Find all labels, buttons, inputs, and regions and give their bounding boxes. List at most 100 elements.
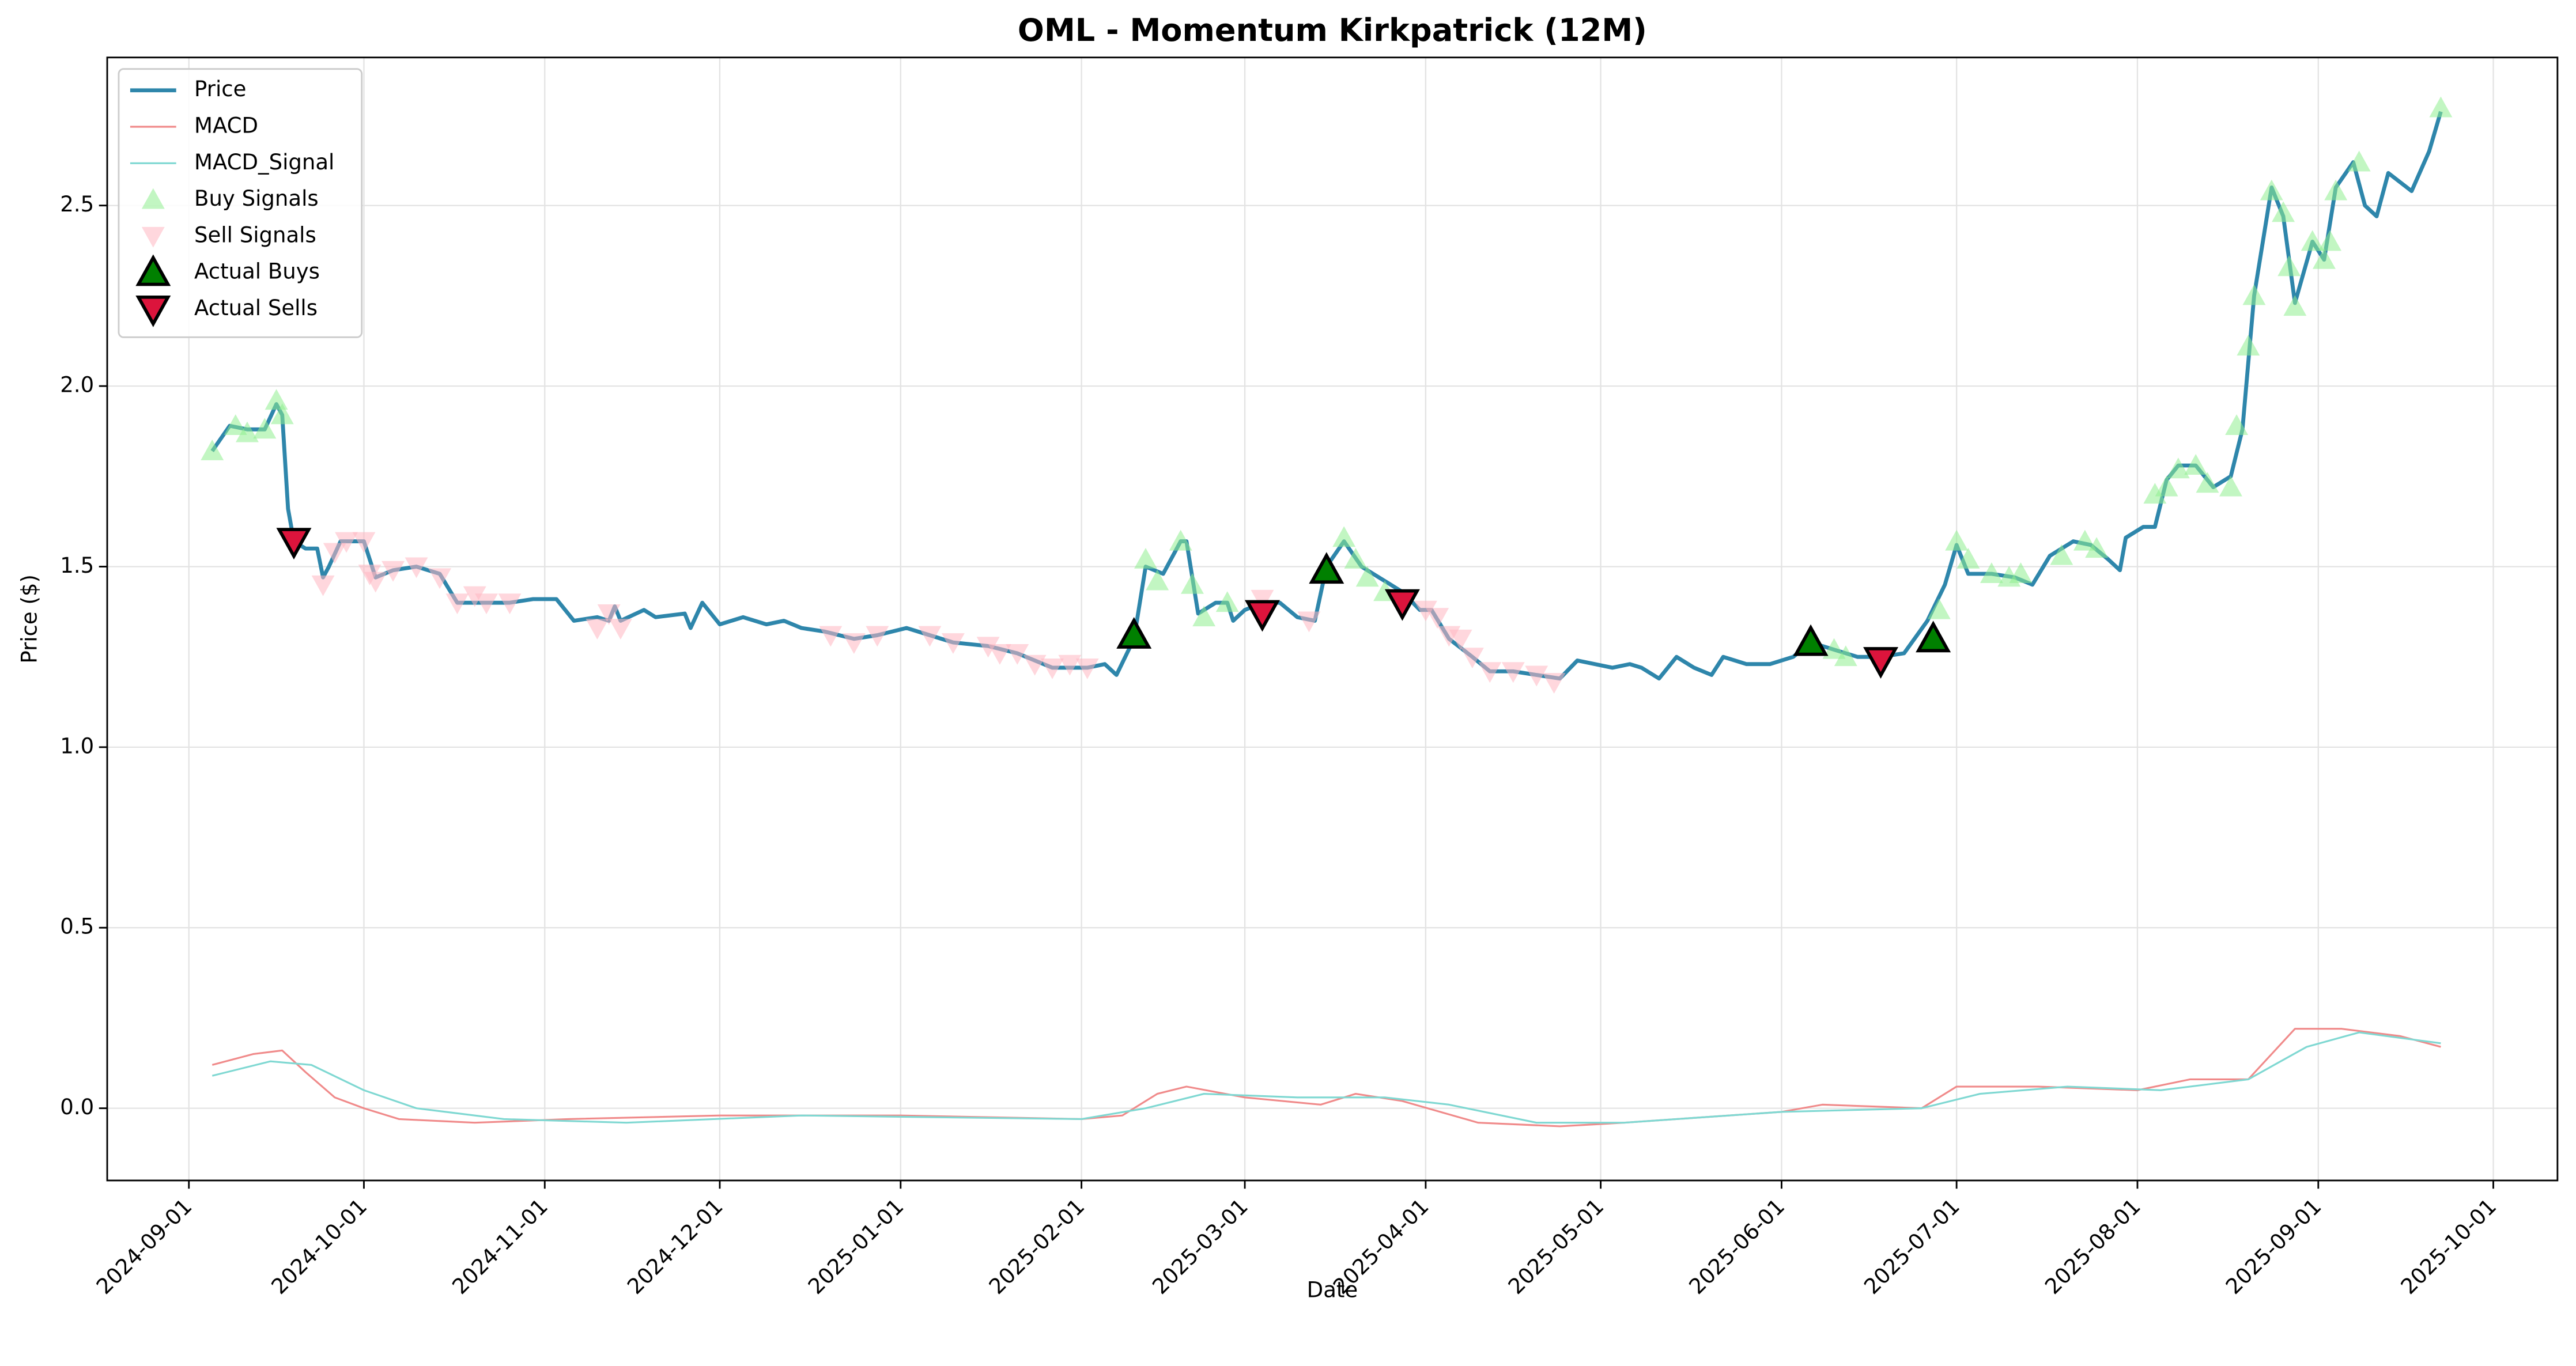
signal-marker xyxy=(1916,620,1951,653)
legend-label: Actual Buys xyxy=(194,259,320,284)
y-tick-label: 1.5 xyxy=(60,553,94,578)
signal-marker xyxy=(597,604,621,625)
signal-marker xyxy=(2225,414,2249,435)
signal-marker xyxy=(1945,529,1969,551)
signal-marker xyxy=(1041,659,1064,679)
signal-marker xyxy=(2277,255,2301,277)
signal-marker xyxy=(1215,591,1239,612)
signal-marker xyxy=(382,561,405,582)
signal-marker xyxy=(335,532,358,553)
signal-marker xyxy=(1449,629,1472,650)
legend-marker xyxy=(135,254,171,286)
signal-marker xyxy=(2283,295,2307,316)
signal-marker xyxy=(2073,529,2097,551)
signal-marker xyxy=(842,633,866,654)
signal-marker xyxy=(976,637,1000,658)
signal-marker xyxy=(475,593,498,615)
y-tick-label: 2.0 xyxy=(60,373,94,398)
signal-marker xyxy=(1134,547,1157,569)
signal-marker xyxy=(224,414,247,435)
signal-marker xyxy=(1460,648,1484,669)
signal-marker xyxy=(1834,645,1857,667)
signal-marker xyxy=(1116,617,1152,649)
signal-marker xyxy=(988,644,1011,665)
signal-marker xyxy=(609,619,632,640)
legend-marker xyxy=(141,188,165,209)
signal-marker xyxy=(1822,638,1846,659)
legend-label: MACD xyxy=(194,113,258,138)
signal-marker xyxy=(405,557,428,578)
legend-label: Actual Sells xyxy=(194,296,318,320)
legend-box xyxy=(118,68,363,338)
signal-marker xyxy=(1192,606,1216,627)
signal-marker xyxy=(1297,611,1321,633)
signal-marker xyxy=(2184,454,2208,475)
y-tick-label: 2.5 xyxy=(60,192,94,217)
signal-marker xyxy=(1075,659,1099,679)
line-series xyxy=(210,111,2443,681)
y-axis-label: Price ($) xyxy=(17,574,41,664)
y-tick-label: 1.0 xyxy=(60,733,94,758)
signal-marker xyxy=(2242,284,2266,305)
signal-marker xyxy=(2318,230,2341,251)
signal-marker xyxy=(941,633,965,654)
signal-marker xyxy=(270,403,294,425)
signal-marker xyxy=(586,619,609,640)
signal-marker xyxy=(1980,562,2003,583)
signal-marker xyxy=(1956,547,1980,569)
signal-marker xyxy=(1384,589,1420,621)
signal-marker xyxy=(2219,475,2242,497)
signal-marker xyxy=(2301,230,2324,251)
signal-marker xyxy=(445,593,469,615)
signal-marker xyxy=(498,593,522,615)
x-axis-label: Date xyxy=(1307,1277,1358,1302)
signal-marker xyxy=(2085,537,2109,558)
signal-marker xyxy=(2166,457,2190,479)
signal-marker xyxy=(2143,483,2167,504)
signal-marker xyxy=(2312,248,2336,269)
y-tick-label: 0.5 xyxy=(60,914,94,939)
legend-marker xyxy=(141,226,165,248)
signal-marker xyxy=(1244,600,1280,632)
signal-marker xyxy=(463,586,486,607)
signal-marker xyxy=(323,543,346,564)
line-series xyxy=(211,1028,2441,1127)
signal-marker xyxy=(1181,573,1204,594)
signal-marker xyxy=(253,418,277,439)
signal-marker xyxy=(819,626,843,647)
signal-marker xyxy=(2347,150,2371,172)
signal-marker xyxy=(1542,673,1566,694)
signal-marker xyxy=(2050,544,2073,565)
signal-marker xyxy=(2237,335,2260,356)
signal-marker xyxy=(236,421,259,442)
line-series xyxy=(211,1031,2441,1124)
signal-marker xyxy=(1525,665,1548,687)
chart-title: OML - Momentum Kirkpatrick (12M) xyxy=(1018,12,1647,48)
signal-marker xyxy=(2260,179,2283,200)
signal-marker xyxy=(2324,179,2348,200)
signal-marker xyxy=(2429,96,2453,118)
legend-label: MACD_Signal xyxy=(194,150,334,175)
signal-marker xyxy=(1355,566,1379,587)
signal-marker xyxy=(1344,547,1368,569)
signal-marker xyxy=(866,626,889,647)
signal-marker xyxy=(1332,526,1356,547)
signal-marker xyxy=(1793,624,1829,656)
legend-marker xyxy=(135,295,171,327)
plot-frame xyxy=(106,56,2559,1182)
signal-marker xyxy=(918,626,942,647)
signal-marker xyxy=(2272,201,2295,222)
legend-label: Price xyxy=(194,77,246,101)
signal-marker xyxy=(311,575,335,596)
y-tick-label: 0.0 xyxy=(60,1095,94,1119)
signal-marker xyxy=(1146,569,1169,591)
signal-marker xyxy=(2009,562,2033,583)
signal-marker xyxy=(428,568,452,589)
legend-label: Buy Signals xyxy=(194,186,319,211)
signal-marker xyxy=(2155,475,2178,497)
signal-marker xyxy=(1426,608,1449,629)
signal-marker xyxy=(201,439,224,460)
signal-marker xyxy=(1169,529,1192,551)
